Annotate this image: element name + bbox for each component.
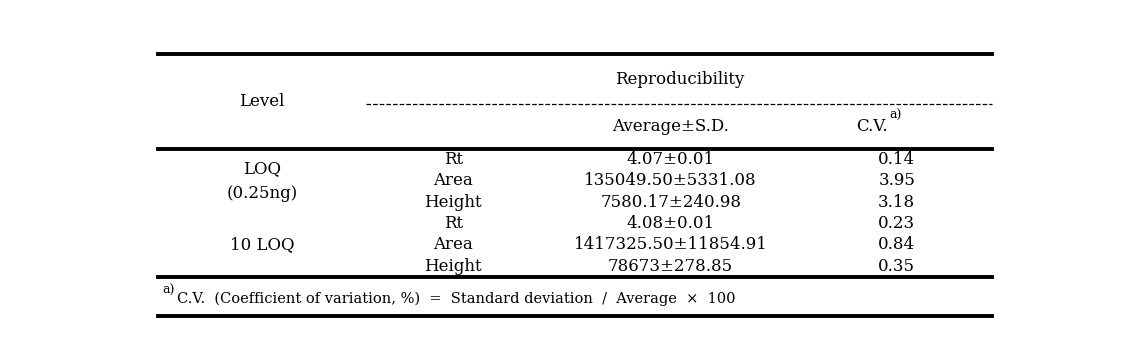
Text: 0.84: 0.84 [879, 236, 916, 253]
Text: LOQ
(0.25ng): LOQ (0.25ng) [227, 160, 297, 202]
Text: 0.14: 0.14 [879, 151, 916, 168]
Text: 3.18: 3.18 [879, 194, 916, 211]
Text: Height: Height [424, 258, 482, 275]
Text: Rt: Rt [443, 215, 463, 232]
Text: Height: Height [424, 194, 482, 211]
Text: 7580.17±240.98: 7580.17±240.98 [600, 194, 742, 211]
Text: 4.07±0.01: 4.07±0.01 [626, 151, 715, 168]
Text: Level: Level [239, 93, 285, 110]
Text: a): a) [162, 284, 174, 297]
Text: Area: Area [433, 236, 473, 253]
Text: C.V.  (Coefficient of variation, %)  =  Standard deviation  /  Average  ×  100: C.V. (Coefficient of variation, %) = Sta… [177, 292, 735, 306]
Text: 78673±278.85: 78673±278.85 [608, 258, 734, 275]
Text: 0.35: 0.35 [879, 258, 916, 275]
Text: Area: Area [433, 173, 473, 190]
Text: Average±S.D.: Average±S.D. [613, 118, 729, 135]
Text: Reproducibility: Reproducibility [615, 71, 744, 88]
Text: 135049.50±5331.08: 135049.50±5331.08 [585, 173, 757, 190]
Text: 10 LOQ: 10 LOQ [230, 236, 294, 253]
Text: a): a) [890, 109, 902, 122]
Text: 0.23: 0.23 [879, 215, 916, 232]
Text: 1417325.50±11854.91: 1417325.50±11854.91 [573, 236, 767, 253]
Text: C.V.: C.V. [856, 118, 889, 135]
Text: Rt: Rt [443, 151, 463, 168]
Text: 4.08±0.01: 4.08±0.01 [626, 215, 715, 232]
Text: 3.95: 3.95 [879, 173, 916, 190]
